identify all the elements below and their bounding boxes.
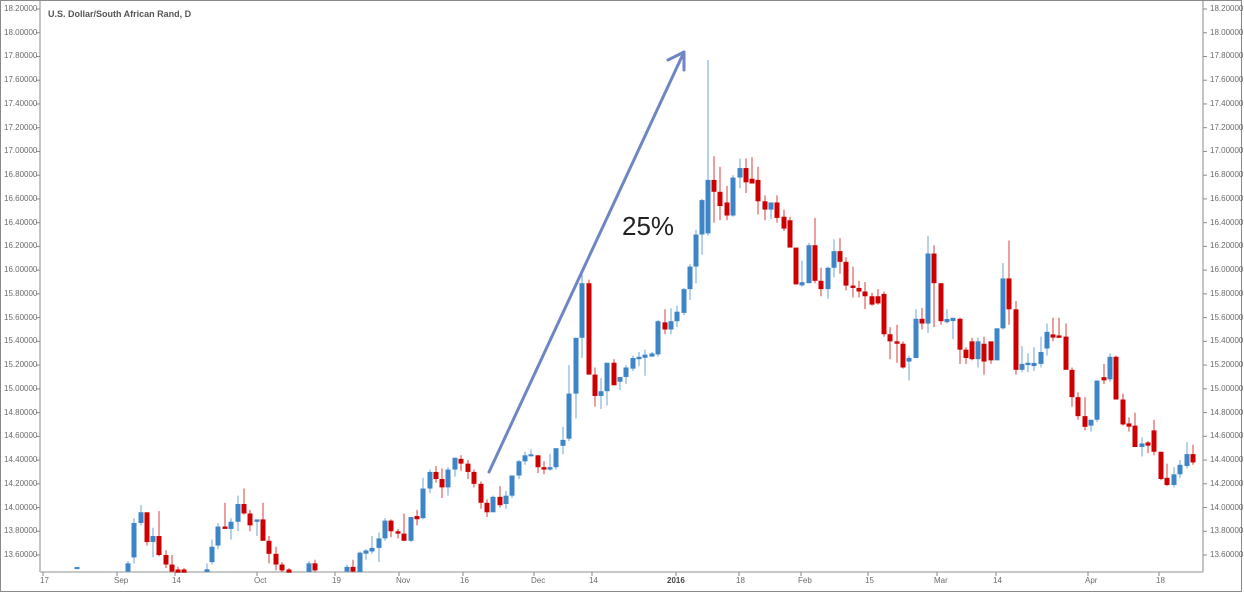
chart-axes — [36, 0, 1207, 576]
y-axis-label: 17.20000 — [1210, 122, 1244, 132]
y-axis-label: 17.60000 — [1210, 75, 1244, 85]
y-axis-label: 13.80000 — [4, 526, 38, 536]
chart-title: U.S. Dollar/South African Rand, D — [48, 9, 192, 19]
y-axis-label: 17.00000 — [4, 146, 38, 156]
y-axis-label: 18.00000 — [4, 27, 38, 37]
y-axis-label: 16.00000 — [4, 265, 38, 275]
y-axis-label: 17.80000 — [1210, 51, 1244, 61]
x-axis-label: 18 — [736, 576, 745, 585]
y-axis-label: 16.20000 — [1210, 241, 1244, 251]
y-axis-label: 13.80000 — [1210, 526, 1244, 536]
candles — [74, 60, 1196, 573]
x-axis-label: Feb — [798, 576, 812, 585]
y-axis-label: 15.20000 — [4, 360, 38, 370]
y-axis-label: 18.00000 — [1210, 27, 1244, 37]
y-axis-label: 15.60000 — [4, 312, 38, 322]
y-axis-label: 14.20000 — [1210, 478, 1244, 488]
x-axis-label: Mar — [934, 576, 948, 585]
y-axis-label: 14.20000 — [4, 478, 38, 488]
percent-annotation: 25% — [622, 211, 675, 241]
y-axis-label: 14.80000 — [1210, 407, 1244, 417]
y-axis-label: 16.20000 — [4, 241, 38, 251]
y-axis-label: 15.20000 — [1210, 360, 1244, 370]
y-axis-label: 14.60000 — [1210, 431, 1244, 441]
x-axis-label: 14 — [993, 576, 1002, 585]
y-axis-label: 14.40000 — [1210, 455, 1244, 465]
y-axis-label: 15.00000 — [4, 383, 38, 393]
y-axis-label: 14.00000 — [4, 502, 38, 512]
y-axis-label: 14.40000 — [4, 455, 38, 465]
x-axis-label: Apr — [1085, 576, 1098, 585]
y-axis-label: 16.60000 — [4, 193, 38, 203]
y-axis-label: 17.80000 — [4, 51, 38, 61]
y-axis-label: 17.40000 — [4, 98, 38, 108]
y-axis-label: 16.80000 — [4, 170, 38, 180]
y-axis-label: 16.60000 — [1210, 193, 1244, 203]
y-axis-label: 15.00000 — [1210, 383, 1244, 393]
y-axis-label: 17.40000 — [1210, 98, 1244, 108]
y-axis-label: 14.80000 — [4, 407, 38, 417]
y-axis-label: 15.80000 — [4, 288, 38, 298]
y-axis-label: 18.20000 — [4, 4, 38, 13]
x-axis-label: Dec — [531, 576, 546, 585]
y-axis-label: 16.80000 — [1210, 170, 1244, 180]
x-axis-label: 15 — [865, 576, 874, 585]
x-axis-label: 14 — [172, 576, 181, 585]
x-axis-label: 14 — [589, 576, 598, 585]
x-axis-label: 16 — [460, 576, 469, 585]
y-axis-label: 16.00000 — [1210, 265, 1244, 275]
y-axis-label: 16.40000 — [4, 217, 38, 227]
y-axis-label: 15.40000 — [1210, 336, 1244, 346]
x-axis-label: 2016 — [667, 576, 685, 585]
y-axis-label: 13.60000 — [4, 550, 38, 560]
y-axis-label: 17.60000 — [4, 75, 38, 85]
x-axis-label: Sep — [114, 576, 129, 585]
y-axis-label: 18.20000 — [1210, 4, 1244, 13]
y-axis-label: 17.20000 — [4, 122, 38, 132]
trend-arrow-icon — [487, 50, 686, 474]
x-axis-label: 17 — [40, 576, 49, 585]
y-axis-label: 15.60000 — [1210, 312, 1244, 322]
y-axis-label: 14.00000 — [1210, 502, 1244, 512]
x-axis-label: 19 — [332, 576, 341, 585]
x-axis-label: Nov — [396, 576, 411, 585]
y-axis-label: 13.60000 — [1210, 550, 1244, 560]
x-axis-label: Oct — [254, 576, 267, 585]
x-axis-label: 18 — [1156, 576, 1165, 585]
y-axis-label: 14.60000 — [4, 431, 38, 441]
y-axis-label: 15.80000 — [1210, 288, 1244, 298]
y-axis-label: 17.00000 — [1210, 146, 1244, 156]
y-axis-label: 16.40000 — [1210, 217, 1244, 227]
y-axis-label: 15.40000 — [4, 336, 38, 346]
